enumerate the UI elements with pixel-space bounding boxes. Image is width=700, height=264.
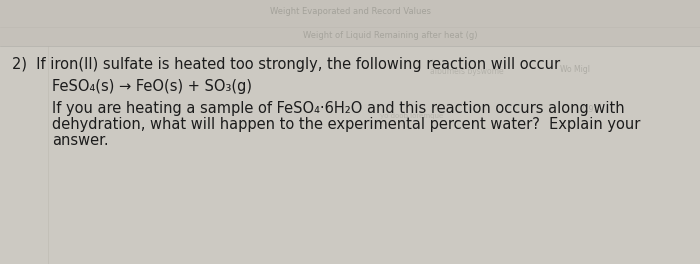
Text: Weight Evaporated and Record Values: Weight Evaporated and Record Values	[270, 7, 430, 16]
Text: answer.: answer.	[52, 133, 108, 148]
Text: yo doob loremque: yo doob loremque	[380, 113, 443, 119]
Bar	[0, 0, 700, 46]
Text: dehydration, what will happen to the experimental percent water?  Explain your: dehydration, what will happen to the exp…	[52, 117, 640, 132]
Text: FeSO₄(s) → FeO(s) + SO₃(g): FeSO₄(s) → FeO(s) + SO₃(g)	[52, 79, 252, 94]
Text: Weight of Liquid Remaining after heat (g): Weight of Liquid Remaining after heat (g…	[302, 31, 477, 40]
Text: Wo Migl: Wo Migl	[560, 64, 590, 73]
Text: 219?: 219?	[580, 105, 598, 114]
Text: 2)  If iron(II) sulfate is heated too strongly, the following reaction will occu: 2) If iron(II) sulfate is heated too str…	[12, 57, 560, 72]
Text: albumels byswome: albumels byswome	[430, 68, 503, 77]
Text: If you are heating a sample of FeSO₄·6H₂O and this reaction occurs along with: If you are heating a sample of FeSO₄·6H₂…	[52, 101, 624, 116]
